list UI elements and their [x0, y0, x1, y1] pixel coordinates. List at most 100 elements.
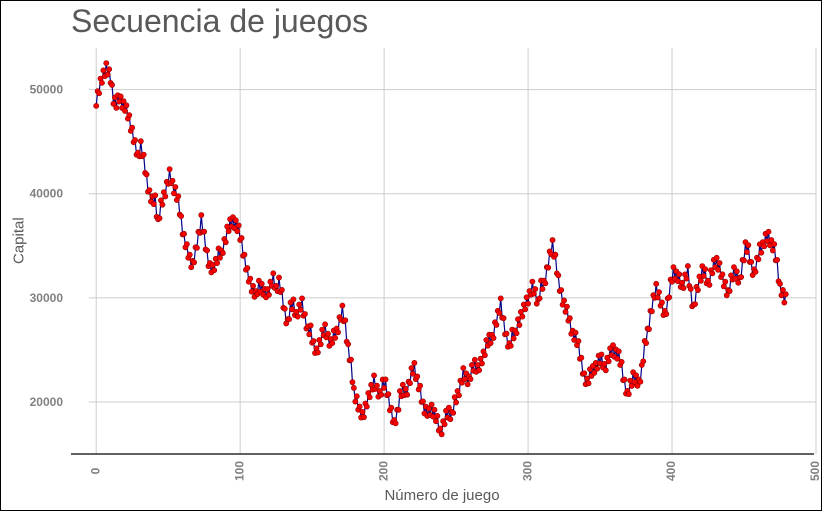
data-point — [771, 241, 778, 248]
data-point — [361, 414, 367, 421]
data-point — [483, 337, 490, 343]
data-point — [726, 288, 733, 294]
data-point — [625, 391, 632, 398]
data-point — [382, 376, 389, 383]
data-point — [692, 301, 698, 307]
data-point — [234, 228, 241, 235]
y-tick-label: 40000 — [30, 187, 64, 201]
data-point — [765, 228, 772, 235]
data-point — [425, 405, 432, 412]
data-point — [594, 365, 601, 372]
data-point — [99, 79, 105, 86]
data-point — [700, 273, 707, 279]
data-point — [191, 259, 197, 266]
data-point — [410, 370, 416, 377]
data-point — [302, 311, 308, 317]
data-point — [420, 398, 426, 405]
data-point — [656, 289, 662, 296]
data-point — [433, 418, 439, 425]
data-point — [614, 355, 621, 362]
data-point — [695, 287, 701, 293]
data-point — [194, 244, 200, 251]
data-point — [552, 251, 559, 258]
x-tick-label: 400 — [664, 461, 678, 481]
data-point — [332, 335, 339, 341]
data-point — [434, 412, 441, 419]
y-tick-label: 30000 — [30, 291, 64, 305]
y-tick-label: 50000 — [30, 83, 64, 97]
data-point — [299, 295, 305, 302]
data-point — [438, 431, 445, 438]
data-point — [471, 356, 478, 363]
data-point — [748, 259, 755, 265]
data-point — [143, 171, 150, 178]
data-point — [555, 272, 562, 279]
data-point — [368, 381, 375, 388]
data-point — [381, 384, 388, 391]
data-point — [602, 367, 609, 374]
data-point — [519, 313, 526, 320]
data-point — [392, 420, 399, 427]
x-tick-labels: 0 100 200 300 400 500 — [88, 461, 821, 481]
data-point — [769, 247, 776, 254]
data-point — [264, 286, 271, 292]
data-point — [456, 392, 462, 399]
data-point — [348, 356, 354, 363]
data-point — [156, 215, 163, 222]
data-point — [476, 367, 483, 374]
data-point — [366, 394, 373, 401]
x-tick-label: 0 — [88, 467, 102, 474]
data-point — [591, 369, 598, 376]
data-point — [349, 379, 356, 386]
data-point — [294, 313, 301, 320]
data-point — [447, 416, 454, 423]
data-point — [329, 340, 336, 347]
data-point — [188, 264, 195, 271]
data-point — [345, 341, 352, 348]
data-point — [479, 360, 485, 367]
data-point — [140, 151, 147, 158]
data-point — [235, 222, 242, 229]
data-point — [735, 279, 742, 286]
y-axis-label: Capital — [10, 217, 28, 264]
x-tick-label: 100 — [232, 461, 246, 481]
data-point — [126, 112, 133, 119]
data-point — [450, 409, 457, 416]
data-point — [490, 335, 497, 341]
data-point — [152, 192, 159, 199]
data-point — [601, 361, 608, 367]
data-point — [352, 398, 359, 405]
data-point — [477, 355, 484, 362]
data-point — [761, 243, 768, 250]
data-point — [481, 352, 488, 359]
data-point — [385, 391, 392, 398]
data-point — [684, 263, 691, 269]
data-point — [503, 330, 510, 337]
data-point — [744, 249, 750, 255]
data-point — [723, 292, 730, 299]
data-point — [640, 358, 647, 365]
data-point — [461, 376, 468, 382]
data-point — [286, 316, 292, 323]
data-point — [204, 247, 210, 254]
data-point — [273, 282, 280, 289]
data-point — [779, 287, 786, 293]
data-point — [314, 349, 321, 356]
data-point — [515, 316, 521, 323]
data-point — [106, 66, 113, 73]
data-point — [713, 254, 720, 261]
data-point — [399, 381, 406, 388]
data-point — [539, 286, 546, 292]
data-point — [453, 399, 459, 406]
y-tick-labels: 20000 30000 40000 50000 — [30, 83, 64, 409]
data-point — [598, 351, 605, 358]
data-point — [558, 287, 565, 293]
data-point — [137, 138, 144, 145]
data-point — [663, 311, 670, 317]
data-point — [371, 372, 377, 379]
data-point — [219, 250, 226, 256]
data-point — [666, 294, 673, 301]
data-point — [359, 408, 366, 415]
data-point — [214, 260, 221, 266]
data-point — [159, 201, 166, 208]
